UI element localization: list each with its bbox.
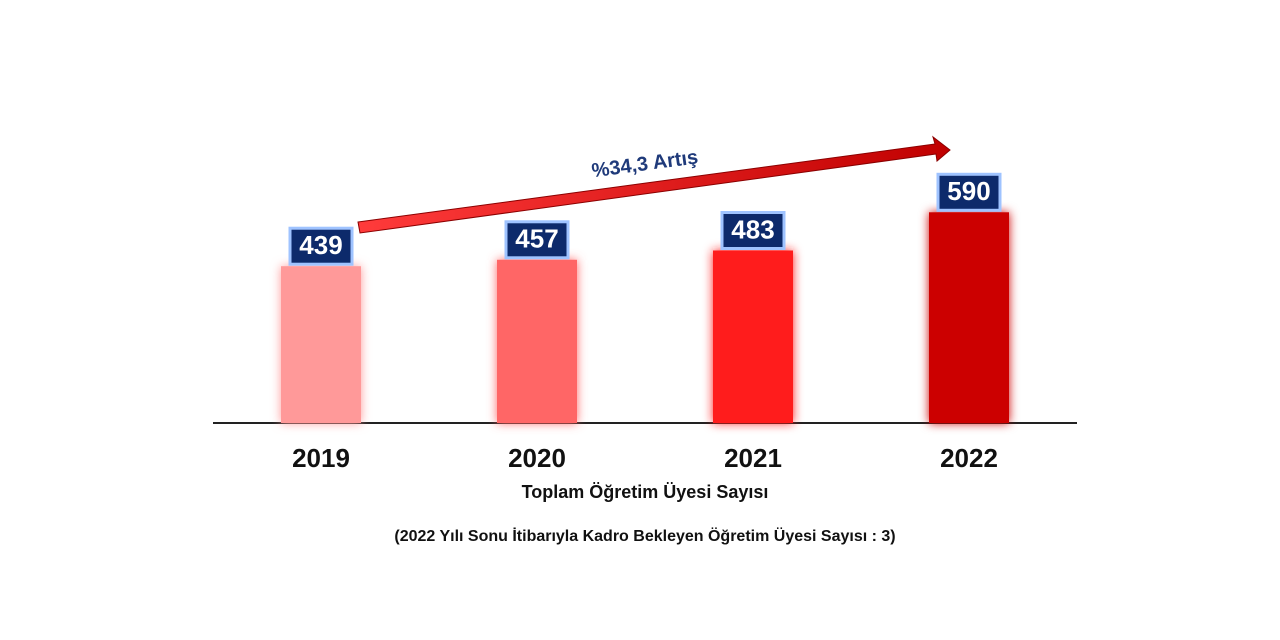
annotation: %34,3 Artış bbox=[590, 146, 699, 182]
x-tick-label: 2022 bbox=[940, 443, 998, 473]
x-tick-label: 2021 bbox=[724, 443, 782, 473]
x-tick-label: 2019 bbox=[292, 443, 350, 473]
value-label: 457 bbox=[515, 224, 558, 254]
bar bbox=[929, 212, 1009, 423]
bar bbox=[281, 266, 361, 423]
bar bbox=[497, 259, 577, 423]
value-label-box bbox=[936, 172, 1002, 212]
trend-arrow bbox=[357, 135, 951, 234]
value-label-box bbox=[720, 211, 786, 250]
x-axis-label: Toplam Öğretim Üyesi Sayısı bbox=[522, 482, 769, 502]
x-tick-label: 2020 bbox=[508, 443, 566, 473]
value-label-box bbox=[504, 220, 570, 260]
value-label-box bbox=[288, 226, 354, 266]
bar bbox=[713, 250, 793, 423]
value-label: 483 bbox=[731, 214, 774, 244]
value-label: 590 bbox=[947, 176, 990, 206]
value-label: 439 bbox=[299, 230, 342, 260]
note: (2022 Yılı Sonu İtibarıyla Kadro Bekleye… bbox=[394, 526, 895, 545]
